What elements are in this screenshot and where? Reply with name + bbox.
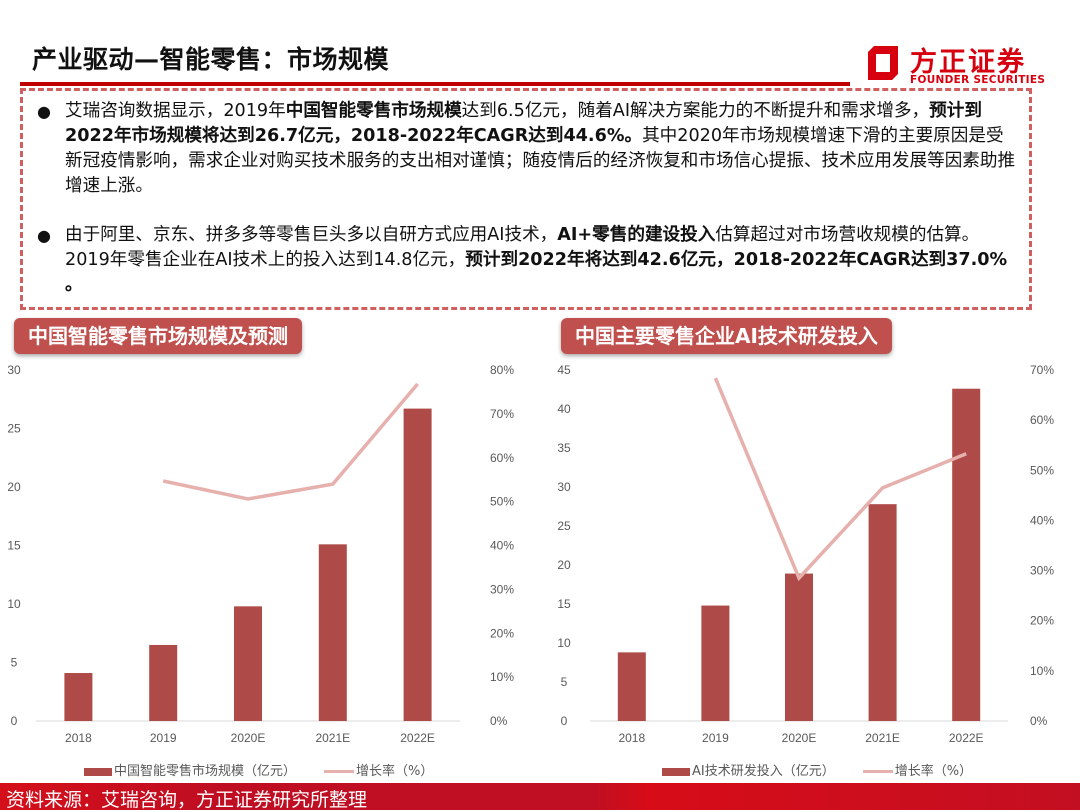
y-left-tick: 5: [561, 675, 568, 689]
bullet-1-text: 艾瑞咨询数据显示，2019年中国智能零售市场规模达到6.5亿元，随着AI解决方案…: [65, 99, 1017, 199]
bullet-emphasis: AI+零售的建设投入: [557, 225, 716, 245]
y-right-tick: 80%: [490, 363, 514, 377]
legend-bar-label: AI技术研发投入（亿元）: [692, 764, 835, 779]
x-tick: 2020E: [782, 731, 817, 745]
y-right-tick: 40%: [1030, 513, 1054, 527]
y-left-tick: 35: [557, 441, 571, 455]
y-right-tick: 60%: [1030, 413, 1054, 427]
x-tick: 2018: [65, 731, 92, 745]
chart-2-title: 中国主要零售企业AI技术研发投入: [561, 318, 892, 354]
y-left-tick: 25: [7, 422, 21, 436]
title-underline: [20, 82, 850, 86]
x-tick: 2019: [702, 731, 729, 745]
y-right-tick: 70%: [1030, 363, 1054, 377]
legend-bar-swatch-icon: [84, 767, 112, 776]
y-right-tick: 60%: [490, 451, 514, 465]
bar: [617, 652, 646, 721]
company-logo: 方正证券 FOUNDER SECURITIES: [864, 40, 1046, 90]
legend-line-swatch-icon: [324, 770, 355, 773]
page-title: 产业驱动—智能零售：市场规模: [32, 45, 390, 74]
bullet-segment: 其中2020年市场规模增速下滑的主要原因是受新冠疫情影响，需求企业对购买技术服务…: [65, 126, 1016, 196]
y-right-tick: 40%: [490, 539, 514, 553]
growth-rate-line: [713, 377, 967, 582]
y-right-tick: 70%: [490, 407, 514, 421]
x-tick: 2022E: [949, 731, 984, 745]
chart-2-ai-investment: 0 5 10 15 20 25 30 35 40 45 0% 10% 20% 30% 40% 50% 60% 70…: [557, 363, 1054, 745]
y-left-tick: 25: [557, 519, 571, 533]
y-left-tick: 30: [7, 363, 21, 377]
bar: [403, 408, 432, 721]
x-tick: 2019: [150, 731, 177, 745]
y-left-tick: 30: [557, 480, 571, 494]
bullet-1: ● 艾瑞咨询数据显示，2019年中国智能零售市场规模达到6.5亿元，随着AI解决…: [37, 99, 1017, 199]
summary-box: ● 艾瑞咨询数据显示，2019年中国智能零售市场规模达到6.5亿元，随着AI解决…: [20, 88, 1032, 310]
y-left-tick: 5: [11, 656, 18, 670]
legend-line-swatch-icon: [862, 770, 893, 773]
y-right-tick: 20%: [1030, 614, 1054, 628]
bar: [868, 504, 897, 721]
chart-1-legend: 中国智能零售市场规模（亿元） 增长率（%）: [84, 760, 433, 779]
y-left-tick: 15: [7, 539, 21, 553]
legend-bar-label: 中国智能零售市场规模（亿元）: [114, 764, 297, 779]
y-right-tick: 30%: [490, 582, 514, 596]
y-left-tick: 0: [561, 714, 568, 728]
logo-english-name: FOUNDER SECURITIES: [910, 74, 1046, 86]
bullet-dot-icon: ●: [37, 102, 51, 121]
y-right-tick: 50%: [490, 495, 514, 509]
bar: [149, 644, 178, 721]
source-text: 资料来源：艾瑞咨询，方正证券研究所整理: [6, 789, 368, 811]
chart-2-legend: AI技术研发投入（亿元） 增长率（%）: [662, 760, 972, 779]
bar: [234, 606, 262, 721]
bullet-segment: 达到6.5亿元，随着AI解决方案能力的不断提升和需求增多，: [461, 101, 930, 121]
bar: [64, 673, 93, 721]
y-right-tick: 10%: [1030, 664, 1054, 678]
y-left-tick: 15: [557, 597, 571, 611]
bar: [952, 388, 981, 721]
y-right-tick: 0%: [1030, 714, 1048, 728]
bullet-emphasis: 预计到2022年市场规模将达到26.7亿元，2018-2022年CAGR达到44…: [65, 101, 982, 146]
legend-line-label: 增长率（%）: [894, 764, 973, 779]
bullet-segment: 估算超过对市场营收规模的估算。2019年零售企业在AI技术上的投入达到14.8亿…: [65, 225, 980, 270]
y-right-tick: 20%: [490, 626, 514, 640]
founder-logo-icon: [868, 46, 898, 80]
bullet-emphasis: 中国智能零售市场规模: [285, 101, 462, 121]
x-tick: 2022E: [400, 731, 435, 745]
y-right-tick: 0%: [490, 714, 508, 728]
bullet-segment: 由于阿里、京东、拼多多等零售巨头多以自研方式应用AI技术，: [65, 225, 558, 245]
y-left-tick: 20: [557, 558, 571, 572]
y-left-tick: 0: [11, 714, 18, 728]
bar: [701, 605, 730, 721]
y-right-tick: 30%: [1030, 564, 1054, 578]
bullet-2-text: 由于阿里、京东、拼多多等零售巨头多以自研方式应用AI技术，AI+零售的建设投入估…: [65, 223, 1017, 298]
growth-rate-line: [162, 382, 419, 501]
x-tick: 2021E: [865, 731, 900, 745]
y-right-tick: 50%: [1030, 463, 1054, 477]
bullet-emphasis: 预计到2022年将达到42.6亿元，2018-2022年CAGR达到37.0% …: [65, 250, 1008, 295]
y-left-tick: 40: [557, 402, 571, 416]
legend-bar-swatch-icon: [662, 767, 690, 776]
x-tick: 2021E: [315, 731, 350, 745]
x-tick: 2018: [618, 731, 645, 745]
chart-1-title: 中国智能零售市场规模及预测: [14, 318, 302, 354]
bullet-segment: 艾瑞咨询数据显示，2019年: [65, 101, 286, 121]
legend-line-label: 增长率（%）: [356, 764, 434, 779]
y-left-tick: 20: [7, 480, 21, 494]
source-footer: 资料来源：艾瑞咨询，方正证券研究所整理: [0, 783, 1080, 811]
bar: [318, 544, 347, 721]
chart-1-market-size: 0 5 10 15 20 25 30 0% 10% 20% 30% 40% 50% 60% 70% 80% 20…: [7, 363, 514, 745]
y-left-tick: 10: [557, 636, 571, 650]
bullet-2: ● 由于阿里、京东、拼多多等零售巨头多以自研方式应用AI技术，AI+零售的建设投…: [37, 223, 1017, 298]
y-right-tick: 10%: [490, 670, 514, 684]
bar: [785, 573, 813, 721]
bullet-dot-icon: ●: [37, 226, 51, 245]
y-left-tick: 10: [7, 597, 21, 611]
logo-chinese-name: 方正证券: [910, 47, 1026, 78]
y-left-tick: 45: [557, 363, 571, 377]
x-tick: 2020E: [231, 731, 266, 745]
